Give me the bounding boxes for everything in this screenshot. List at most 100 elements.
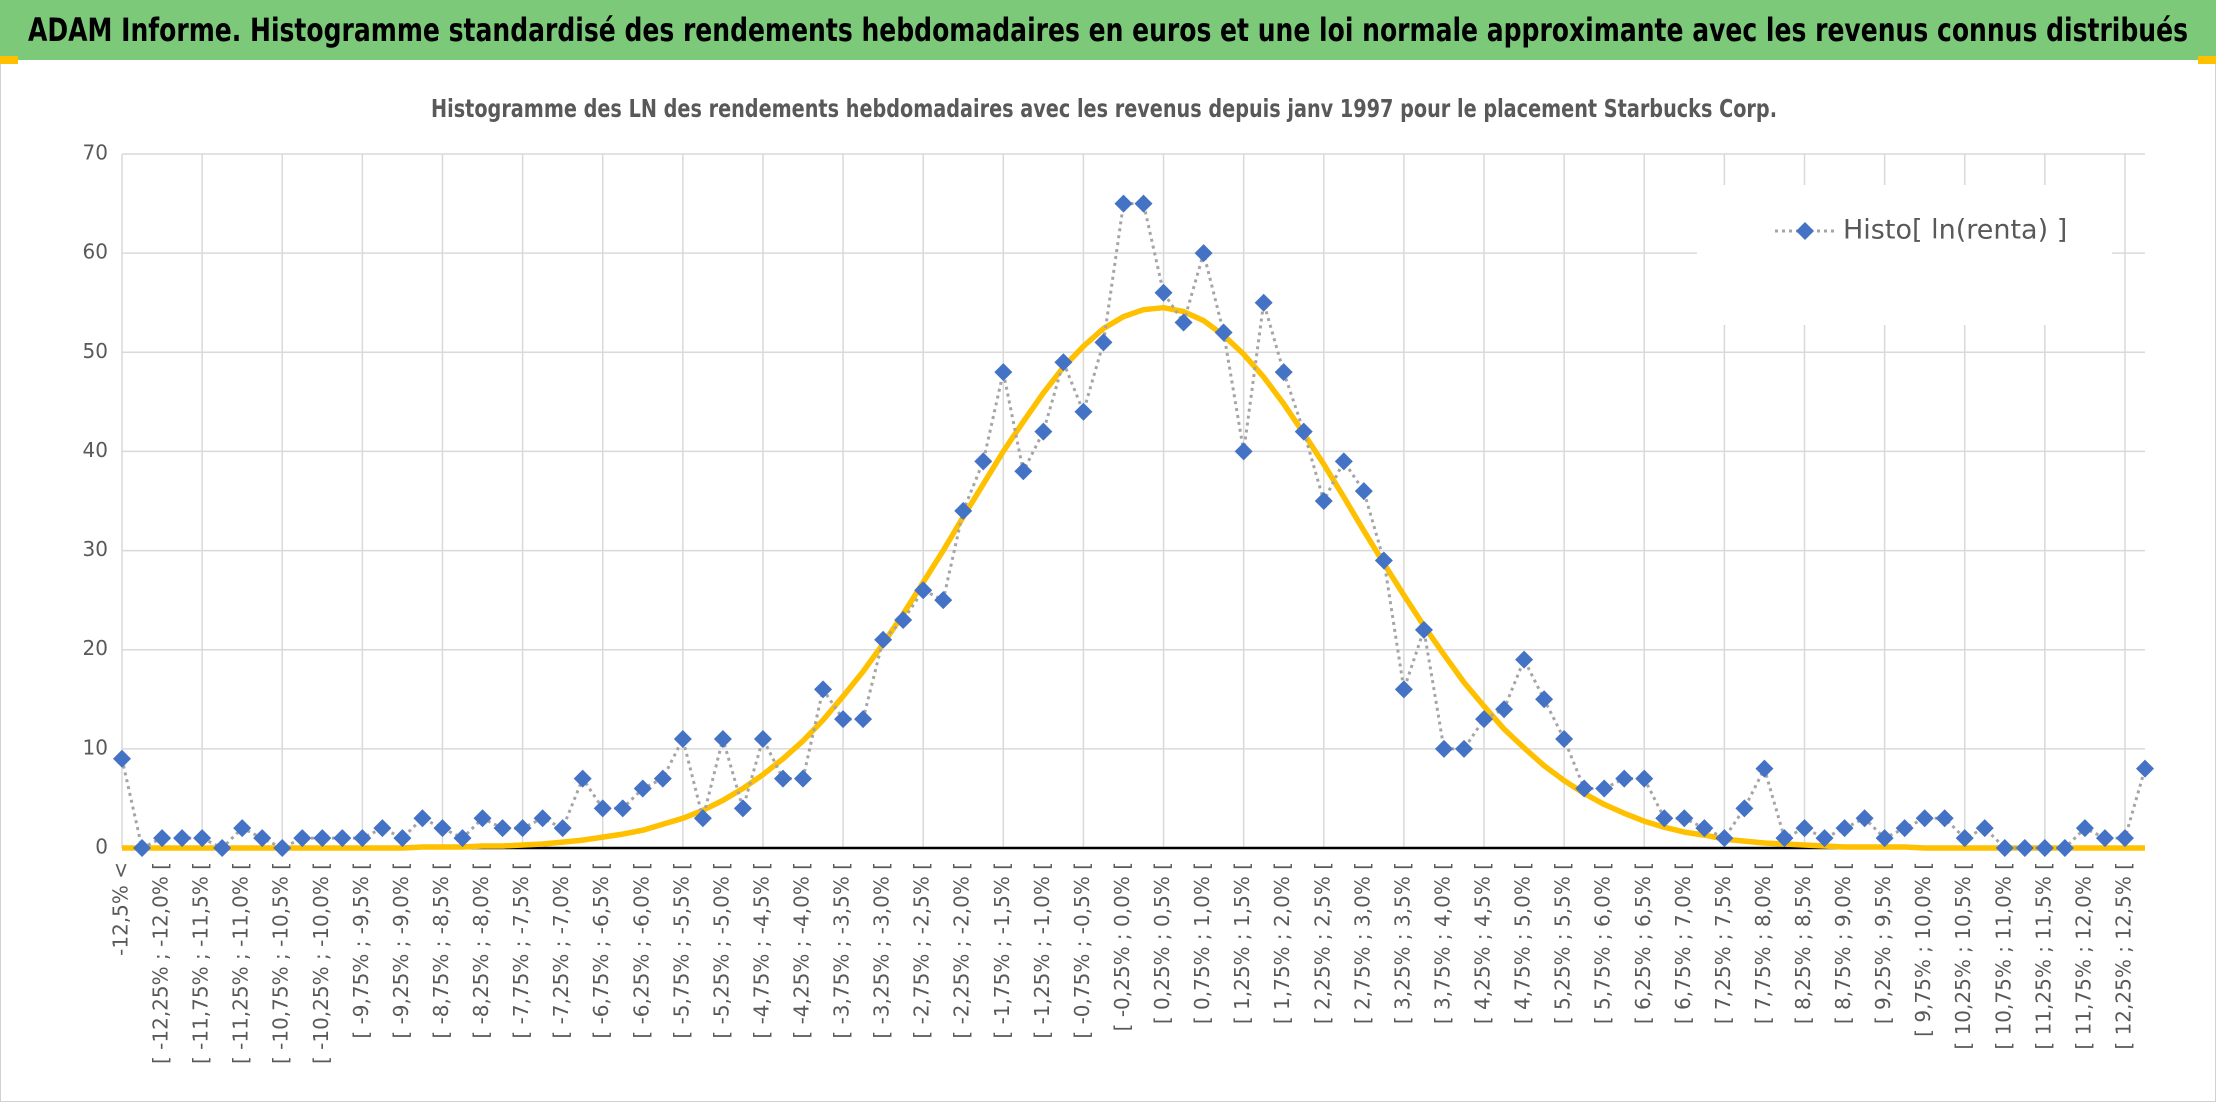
marker <box>1635 769 1654 788</box>
x-tick-label: [ -2,75% ; -2,5% [ <box>910 862 934 1039</box>
marker <box>593 799 612 818</box>
x-tick-label: [ -5,75% ; -5,5% [ <box>669 862 693 1039</box>
x-tick-label: [ -5,25% ; -5,0% [ <box>709 862 733 1039</box>
marker <box>473 809 492 828</box>
marker <box>1755 759 1774 778</box>
marker <box>1014 462 1033 481</box>
marker <box>1995 839 2014 857</box>
marker <box>213 839 232 857</box>
marker <box>1915 809 1934 828</box>
marker <box>1495 700 1514 719</box>
marker <box>974 452 993 471</box>
marker <box>1094 333 1113 352</box>
marker <box>1775 829 1794 848</box>
corner-left <box>0 56 18 64</box>
x-tick-label: [ -2,25% ; -2,0% [ <box>950 862 974 1039</box>
x-tick-label: [ 8,25% ; 8,5% [ <box>1791 862 1815 1024</box>
marker <box>1054 353 1073 372</box>
marker <box>1454 739 1473 758</box>
x-tick-label: [ -7,75% ; -7,5% [ <box>509 862 533 1039</box>
x-tick-label: [ 3,75% ; 4,0% [ <box>1430 862 1454 1024</box>
fit-curve <box>122 304 2145 851</box>
x-tick-label: [ 0,25% ; 0,5% [ <box>1150 862 1174 1024</box>
x-tick-label: [ 0,75% ; 1,0% [ <box>1190 862 1214 1024</box>
title-bar <box>0 0 2216 60</box>
marker <box>894 610 913 629</box>
x-tick-label: [ 1,75% ; 2,0% [ <box>1270 862 1294 1024</box>
marker <box>613 799 632 818</box>
marker <box>1074 402 1093 421</box>
marker <box>954 501 973 520</box>
marker <box>1675 809 1694 828</box>
marker <box>1475 710 1494 729</box>
marker <box>1835 819 1854 838</box>
marker <box>2035 839 2054 857</box>
x-tick-label: [ 9,25% ; 9,5% [ <box>1871 862 1895 1024</box>
x-tick-label: [ -12,25% ; -12,0% [ <box>149 862 173 1064</box>
marker <box>273 839 292 857</box>
marker <box>934 591 953 610</box>
legend-box <box>1697 185 2112 325</box>
marker <box>1114 194 1133 213</box>
marker <box>1615 769 1634 788</box>
marker <box>413 809 432 828</box>
marker <box>1434 739 1453 758</box>
marker <box>153 829 172 848</box>
marker <box>133 839 152 857</box>
marker <box>113 749 131 768</box>
corner-right <box>2198 56 2216 64</box>
x-tick-label: [ -6,75% ; -6,5% [ <box>589 862 613 1039</box>
marker <box>854 710 873 729</box>
marker <box>713 729 732 748</box>
marker <box>1334 452 1353 471</box>
x-tick-label: [ 3,25% ; 3,5% [ <box>1390 862 1414 1024</box>
marker <box>874 630 893 649</box>
marker <box>1194 244 1213 263</box>
marker <box>1274 363 1293 382</box>
marker <box>1234 442 1253 461</box>
marker <box>994 363 1013 382</box>
chart-title: Histogramme des LN des rendements hebdom… <box>431 94 1777 123</box>
y-tick-label: 70 <box>83 141 108 165</box>
x-tick-label: [ 11,25% ; 11,5% [ <box>2031 862 2055 1050</box>
marker <box>513 819 532 838</box>
legend-label: Histo[ ln(renta) ] <box>1843 215 2067 246</box>
x-tick-label: [ 10,25% ; 10,5% [ <box>1951 862 1975 1050</box>
y-tick-label: 40 <box>83 438 108 462</box>
x-tick-label: -12,5% < <box>109 862 133 956</box>
y-tick-label: 50 <box>83 339 108 363</box>
y-tick-label: 30 <box>83 537 108 561</box>
x-tick-label: [ -4,25% ; -4,0% [ <box>790 862 814 1039</box>
x-tick-label: [ 2,25% ; 2,5% [ <box>1310 862 1334 1024</box>
marker <box>814 680 833 699</box>
y-tick-label: 10 <box>83 735 108 759</box>
marker <box>1735 799 1754 818</box>
marker <box>2075 819 2094 838</box>
marker <box>1595 779 1614 798</box>
marker <box>393 829 412 848</box>
y-tick-label: 0 <box>95 835 108 859</box>
marker <box>1394 680 1413 699</box>
x-tick-label: [ -9,75% ; -9,5% [ <box>349 862 373 1039</box>
x-tick-label: [ -1,75% ; -1,5% [ <box>990 862 1014 1039</box>
x-tick-label: [ 7,25% ; 7,5% [ <box>1711 862 1735 1024</box>
marker <box>2136 759 2154 778</box>
marker <box>633 779 652 798</box>
x-tick-label: [ 7,75% ; 8,0% [ <box>1751 862 1775 1024</box>
x-tick-label: [ -0,25% ; 0,0% [ <box>1110 862 1134 1031</box>
marker <box>914 581 933 600</box>
marker <box>1535 690 1554 709</box>
x-tick-label: [ 6,25% ; 6,5% [ <box>1631 862 1655 1024</box>
marker <box>2115 829 2134 848</box>
x-tick-label: [ 10,75% ; 11,0% [ <box>1991 862 2015 1050</box>
marker <box>1034 422 1053 441</box>
marker <box>2015 839 2034 857</box>
marker <box>1254 293 1273 312</box>
marker <box>1815 829 1834 848</box>
x-tick-label: [ 12,25% ; 12,5% [ <box>2111 862 2135 1050</box>
marker <box>1294 422 1313 441</box>
marker <box>1955 829 1974 848</box>
marker <box>313 829 332 848</box>
marker <box>693 809 712 828</box>
